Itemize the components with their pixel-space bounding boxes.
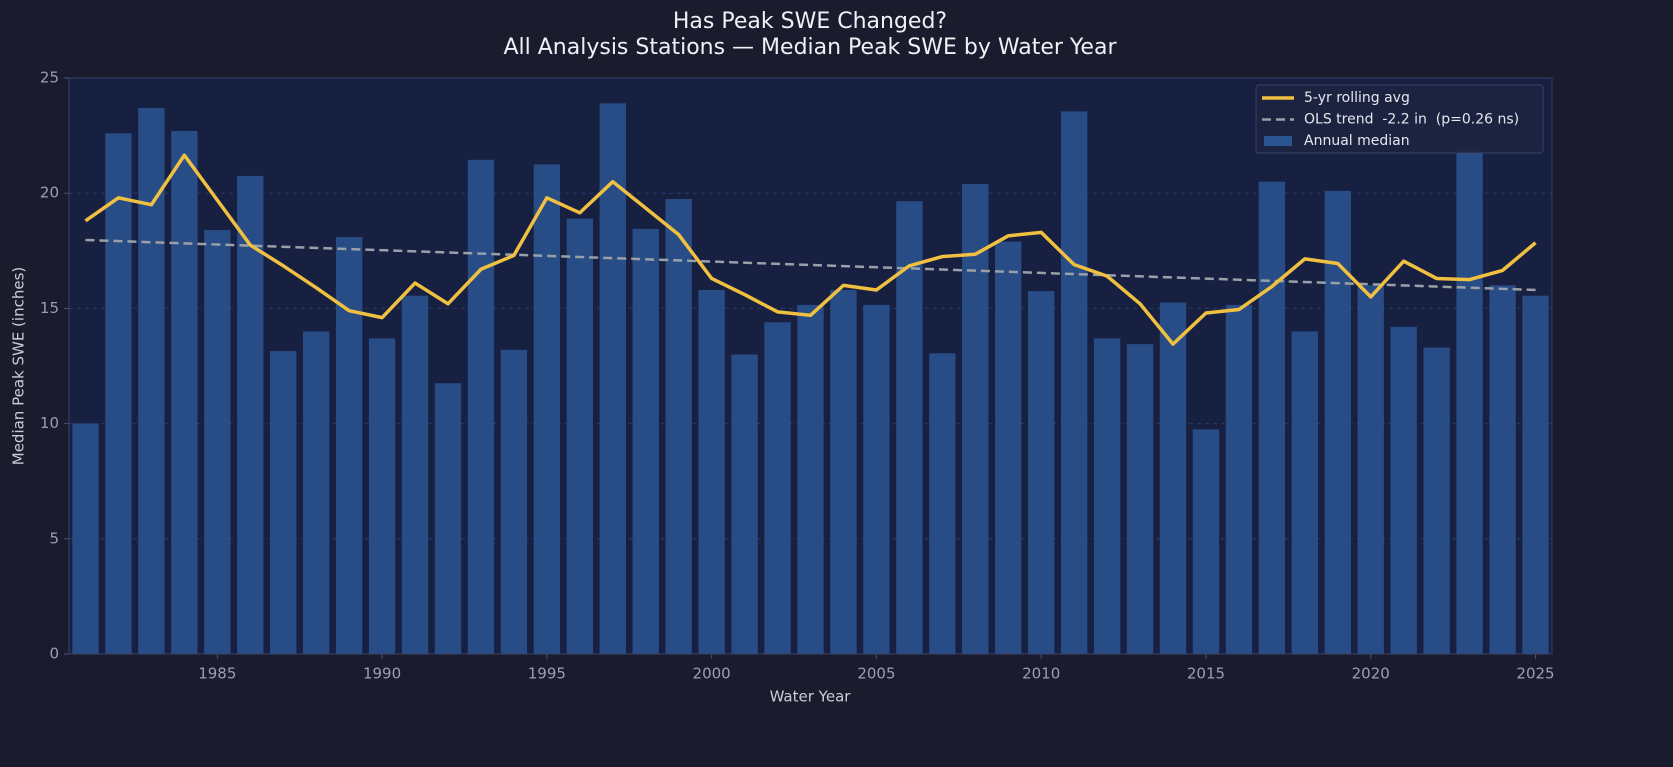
bar xyxy=(1489,285,1516,654)
bar xyxy=(1258,181,1286,654)
x-tick-label: 2020 xyxy=(1352,665,1390,683)
bar xyxy=(302,331,330,654)
x-axis-label: Water Year xyxy=(770,688,852,706)
bar xyxy=(1028,291,1055,654)
bar xyxy=(72,423,99,654)
x-tick-label: 1990 xyxy=(363,665,401,683)
bar xyxy=(500,349,528,654)
x-tick-label: 2025 xyxy=(1516,665,1554,683)
bar xyxy=(434,383,462,654)
bar xyxy=(632,228,659,655)
bar xyxy=(467,159,495,655)
bar xyxy=(1456,149,1483,654)
y-tick-label: 15 xyxy=(40,299,59,317)
bar xyxy=(830,289,857,654)
y-tick-label: 5 xyxy=(49,529,59,547)
bar xyxy=(1324,190,1351,654)
y-tick-label: 20 xyxy=(40,184,59,202)
trend-line xyxy=(85,238,1536,292)
bar xyxy=(1093,338,1121,654)
legend-swatch xyxy=(1264,136,1292,146)
bar xyxy=(1060,111,1088,654)
chart-title: Has Peak SWE Changed? xyxy=(673,9,947,34)
bar xyxy=(171,130,198,654)
bar xyxy=(533,164,561,654)
legend-label: 5-yr rolling avg xyxy=(1304,90,1410,106)
bar xyxy=(599,103,626,655)
chart-subtitle: All Analysis Stations — Median Peak SWE … xyxy=(503,35,1117,60)
x-tick-label: 2005 xyxy=(857,665,895,683)
bar xyxy=(1126,344,1154,654)
rolling-line xyxy=(84,153,1537,346)
bar xyxy=(368,338,396,654)
y-tick-label: 0 xyxy=(49,645,59,663)
bar xyxy=(138,107,165,654)
bar xyxy=(962,183,989,654)
legend-box xyxy=(1255,84,1544,154)
x-tick-label: 1985 xyxy=(198,665,236,683)
x-tick-label: 2000 xyxy=(693,665,731,683)
bar xyxy=(1225,304,1253,654)
bar xyxy=(204,230,231,654)
x-tick-label: 2010 xyxy=(1022,665,1060,683)
bar xyxy=(401,295,429,654)
legend-label: Annual median xyxy=(1304,133,1410,149)
bar xyxy=(566,218,593,654)
y-tick-label: 10 xyxy=(40,414,59,432)
y-axis-label: Median Peak SWE (inches) xyxy=(10,267,28,466)
bar xyxy=(1291,331,1319,654)
bar xyxy=(1159,302,1187,654)
bar xyxy=(1357,285,1384,654)
bar xyxy=(797,304,824,654)
bar xyxy=(105,133,132,654)
bar xyxy=(1390,326,1417,654)
bar xyxy=(1192,429,1220,654)
bar xyxy=(896,201,923,654)
bar xyxy=(1522,295,1549,654)
plot-frame xyxy=(68,77,1553,655)
bar xyxy=(929,353,956,654)
bar xyxy=(1423,347,1450,654)
bar xyxy=(995,241,1022,655)
x-tick-label: 1995 xyxy=(528,665,566,683)
bar xyxy=(863,304,890,654)
bar xyxy=(764,322,791,654)
y-tick-label: 25 xyxy=(40,69,59,87)
bar xyxy=(665,198,692,654)
bar xyxy=(270,351,297,654)
bar xyxy=(237,175,264,655)
bar xyxy=(335,236,363,654)
bar xyxy=(731,354,758,654)
legend-label: OLS trend -2.2 in (p=0.26 ns) xyxy=(1304,112,1519,128)
bar xyxy=(698,289,725,654)
x-tick-label: 2015 xyxy=(1187,665,1225,683)
